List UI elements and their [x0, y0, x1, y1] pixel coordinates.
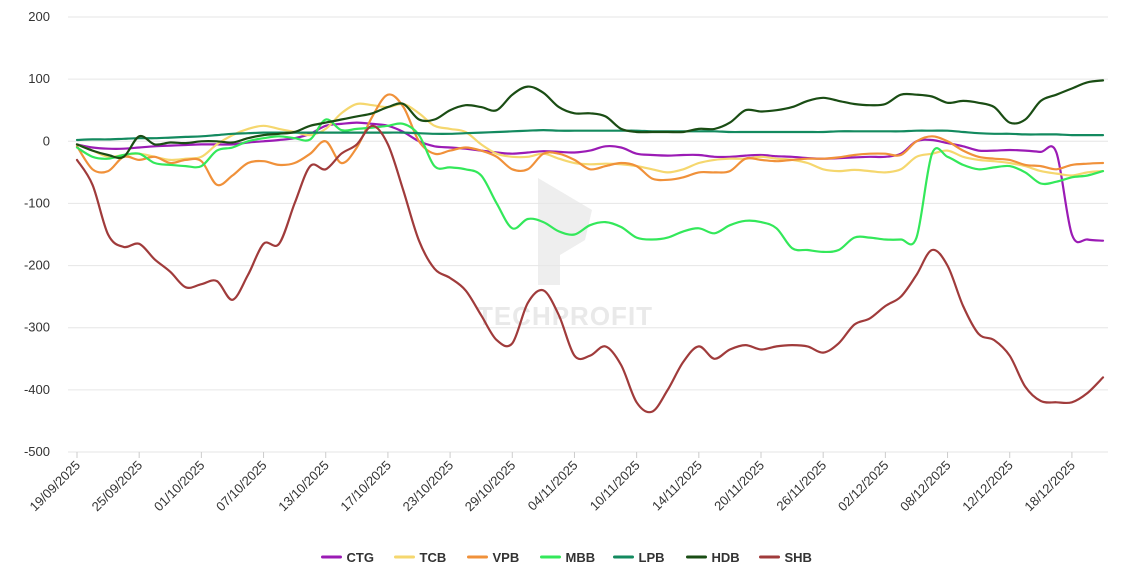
x-tick-label: 18/12/2025	[1021, 458, 1078, 515]
x-tick-label: 13/10/2025	[275, 458, 332, 515]
legend-item-vpb[interactable]: VPB	[467, 550, 520, 565]
legend-item-hdb[interactable]: HDB	[686, 550, 740, 565]
x-tick-label: 29/10/2025	[462, 458, 519, 515]
legend-item-tcb[interactable]: TCB	[394, 550, 447, 565]
x-tick-label: 02/12/2025	[835, 458, 892, 515]
x-tick-label: 19/09/2025	[26, 458, 83, 515]
y-tick-label: 100	[28, 71, 50, 86]
x-axis: 19/09/2025 25/09/2025 01/10/2025 07/10/2025…	[26, 452, 1078, 514]
y-tick-label: -300	[24, 320, 50, 335]
watermark-logo: TECHPROFIT	[477, 178, 653, 331]
y-tick-label: -100	[24, 195, 50, 210]
legend-item-ctg[interactable]: CTG	[321, 550, 374, 565]
legend-item-lpb[interactable]: LPB	[613, 550, 665, 565]
series-line-hdb	[75, 79, 1105, 160]
x-tick-label: 10/11/2025	[587, 458, 643, 514]
x-tick-label: 04/11/2025	[525, 458, 581, 514]
legend-item-shb[interactable]: SHB	[759, 550, 812, 565]
series-line-lpb	[75, 129, 1105, 142]
x-tick-label: 14/11/2025	[649, 458, 705, 514]
x-tick-label: 23/10/2025	[400, 458, 457, 515]
y-tick-label: -400	[24, 382, 50, 397]
x-tick-label: 25/09/2025	[89, 458, 146, 515]
y-axis: 200 100 0 -100 -200 -300 -400 -500	[24, 9, 50, 459]
y-tick-label: 200	[28, 9, 50, 24]
y-tick-label: -500	[24, 444, 50, 459]
y-tick-label: 0	[43, 133, 50, 148]
legend-label: SHB	[785, 550, 812, 565]
legend-label: VPB	[493, 550, 520, 565]
legend-label: HDB	[712, 550, 740, 565]
x-tick-label: 07/10/2025	[213, 458, 270, 515]
legend-item-mbb[interactable]: MBB	[540, 550, 596, 565]
series-line-mbb	[75, 118, 1105, 254]
series-line-vpb	[75, 93, 1105, 187]
watermark-text: TECHPROFIT	[477, 301, 653, 331]
x-tick-label: 08/12/2025	[897, 458, 954, 515]
series-line-shb	[75, 124, 1105, 414]
watermark-logo-icon	[538, 178, 592, 285]
legend-label: MBB	[566, 550, 596, 565]
legend-label: LPB	[639, 550, 665, 565]
legend-label: TCB	[420, 550, 447, 565]
series-lines	[75, 79, 1105, 414]
x-tick-label: 20/11/2025	[711, 458, 767, 514]
grid	[68, 16, 1108, 453]
x-tick-label: 12/12/2025	[959, 458, 1016, 515]
series-line-ctg	[75, 121, 1105, 244]
legend: CTG TCB VPB MBB LPB HDB SHB	[321, 550, 812, 565]
x-tick-label: 17/10/2025	[337, 458, 394, 515]
x-tick-label: 26/11/2025	[773, 458, 829, 514]
y-tick-label: -200	[24, 258, 50, 273]
legend-label: CTG	[347, 550, 374, 565]
x-tick-label: 01/10/2025	[151, 458, 208, 515]
